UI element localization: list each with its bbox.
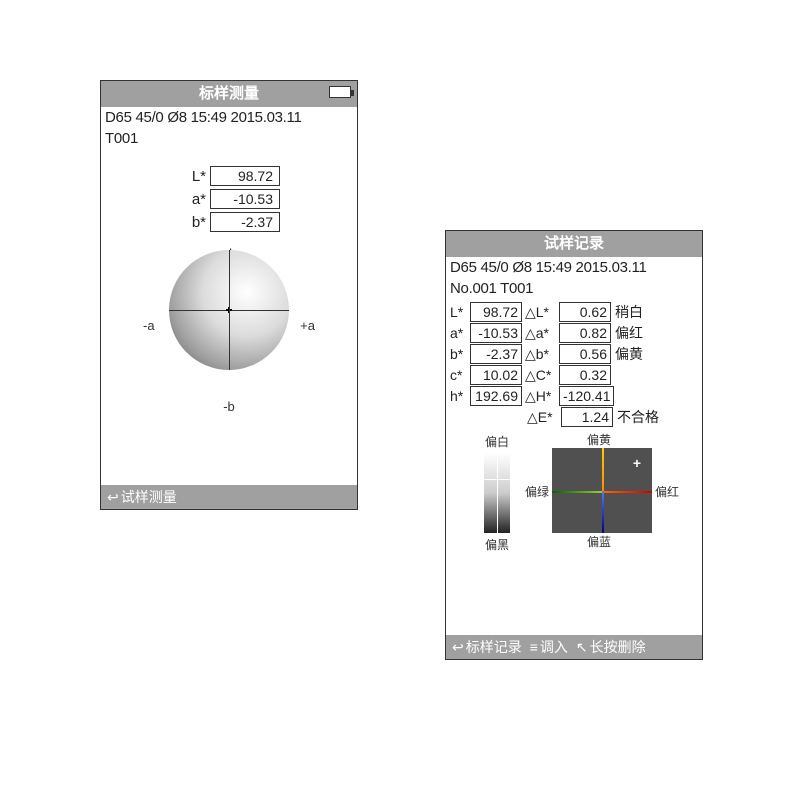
dL-value: 0.62 — [559, 302, 611, 322]
axis-minus-a: -a — [143, 318, 155, 333]
footer-c-label: 长按删除 — [590, 637, 646, 657]
menu-icon — [530, 639, 538, 655]
lab-a-row: a* -10.53 — [105, 189, 353, 209]
axis-minus-b: -b — [223, 399, 235, 414]
dH-value: -120.41 — [559, 386, 614, 406]
db-label: △b* — [525, 346, 559, 363]
b-desc: 偏黄 — [615, 344, 643, 364]
ab-diagram: 偏黄 + 偏绿 偏红 偏蓝 — [527, 433, 677, 548]
dC-label: △C* — [525, 367, 559, 384]
row-L: L* 98.72 △L* 0.62 稍白 — [450, 302, 698, 322]
back-label: 试样测量 — [121, 487, 177, 507]
axis-plus-a: +a — [300, 318, 315, 333]
title-text: 试样记录 — [544, 235, 604, 252]
L-desc: 稍白 — [615, 302, 643, 322]
sq-bottom-label: 偏蓝 — [587, 533, 611, 550]
title-text: 标样测量 — [199, 85, 259, 102]
verdict: 不合格 — [617, 407, 659, 427]
db-value: 0.56 — [559, 344, 611, 364]
lab-b-row: b* -2.37 — [105, 212, 353, 232]
dL-label: △L* — [525, 304, 559, 321]
info-line: D65 45/0 Ø8 15:49 2015.03.11 — [446, 257, 702, 278]
ids-line: No.001 T001 — [446, 278, 702, 299]
titlebar: 试样记录 — [446, 231, 702, 257]
diagram-row: 偏白 偏黑 偏黄 + 偏绿 偏红 偏蓝 — [450, 433, 698, 548]
luminance-diagram: 偏白 偏黑 — [471, 433, 523, 548]
lab-a-label: a* — [178, 191, 206, 208]
lum-track — [484, 453, 510, 533]
ab-marker: + — [633, 455, 641, 471]
sample-id: T001 — [101, 128, 357, 149]
lab-L-value: 98.72 — [210, 166, 280, 186]
dE-label: △E* — [527, 409, 561, 426]
a-label: a* — [450, 325, 470, 341]
lab-L-row: L* 98.72 — [105, 166, 353, 186]
c-value: 10.02 — [470, 365, 522, 385]
sphere — [169, 250, 289, 370]
ab-square: + — [552, 448, 652, 533]
lab-b-label: b* — [178, 214, 206, 231]
sq-top-label: 偏黄 — [587, 431, 611, 448]
da-label: △a* — [525, 325, 559, 342]
lab-L-label: L* — [178, 168, 206, 185]
lab-a-value: -10.53 — [210, 189, 280, 209]
lum-top-label: 偏白 — [471, 433, 523, 450]
lum-marker — [484, 479, 510, 480]
L-value: 98.72 — [470, 302, 522, 322]
titlebar: 标样测量 — [101, 81, 357, 107]
lab-b-value: -2.37 — [210, 212, 280, 232]
a-value: -10.53 — [470, 323, 522, 343]
b-label: b* — [450, 346, 470, 362]
body: L* 98.72 △L* 0.62 稍白 a* -10.53 △a* 0.82 … — [446, 299, 702, 635]
c-label: c* — [450, 367, 470, 383]
row-c: c* 10.02 △C* 0.32 — [450, 365, 698, 385]
a-desc: 偏红 — [615, 323, 643, 343]
back-arrow-icon — [107, 489, 119, 506]
standard-measure-screen: 标样测量 D65 45/0 Ø8 15:49 2015.03.11 T001 L… — [100, 80, 358, 510]
footer: 标样记录 调入 长按删除 — [446, 635, 702, 659]
footer-b-label: 调入 — [540, 637, 568, 657]
h-value: 192.69 — [470, 386, 522, 406]
battery-icon — [329, 86, 351, 98]
sample-record-screen: 试样记录 D65 45/0 Ø8 15:49 2015.03.11 No.001… — [445, 230, 703, 660]
dC-value: 0.32 — [559, 365, 611, 385]
b-value: -2.37 — [470, 344, 522, 364]
back-button[interactable]: 试样测量 — [107, 487, 177, 507]
sq-left-label: 偏绿 — [525, 483, 549, 500]
color-sphere-diagram: +b -b -a +a — [105, 250, 353, 420]
L-label: L* — [450, 304, 470, 320]
footer: 试样测量 — [101, 485, 357, 509]
footer-a-label: 标样记录 — [466, 637, 522, 657]
h-label: h* — [450, 388, 470, 404]
row-a: a* -10.53 △a* 0.82 偏红 — [450, 323, 698, 343]
body: L* 98.72 a* -10.53 b* -2.37 +b -b -a +a — [101, 149, 357, 485]
back-arrow-icon — [452, 639, 464, 656]
row-dE: △E* 1.24 不合格 — [450, 407, 698, 427]
lum-bottom-label: 偏黑 — [471, 536, 523, 553]
row-b: b* -2.37 △b* 0.56 偏黄 — [450, 344, 698, 364]
sq-right-label: 偏红 — [655, 483, 679, 500]
row-h: h* 192.69 △H* -120.41 — [450, 386, 698, 406]
footer-load-button[interactable]: 调入 — [530, 637, 568, 657]
footer-longpress-delete-button[interactable]: 长按删除 — [576, 637, 646, 657]
sphere-center-mark — [226, 307, 232, 313]
footer-standard-record-button[interactable]: 标样记录 — [452, 637, 522, 657]
da-value: 0.82 — [559, 323, 611, 343]
info-line: D65 45/0 Ø8 15:49 2015.03.11 — [101, 107, 357, 128]
dE-value: 1.24 — [561, 407, 613, 427]
dH-label: △H* — [525, 388, 559, 405]
longpress-icon — [576, 639, 588, 656]
